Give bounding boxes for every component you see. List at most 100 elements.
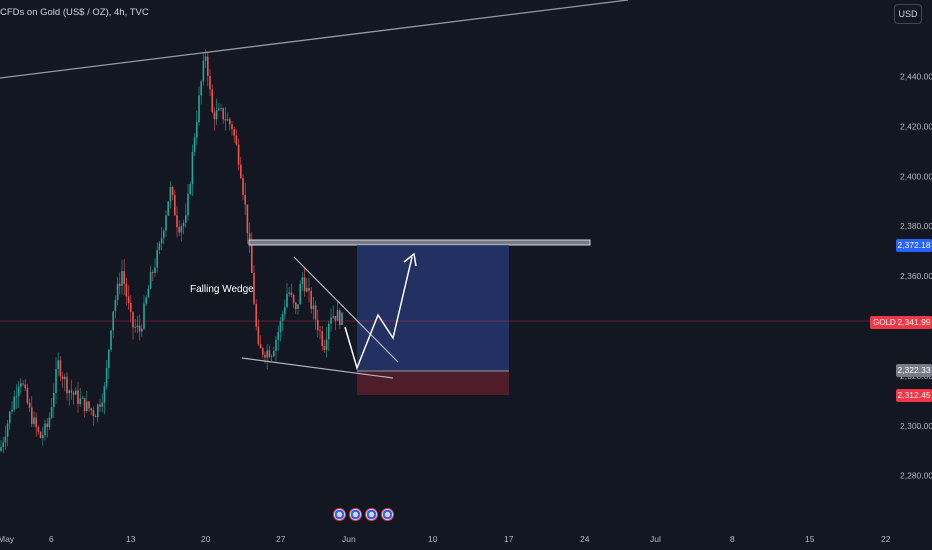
y-tick-label: 2,440.00	[900, 71, 932, 81]
candle-down	[72, 392, 75, 395]
x-tick-label: 22	[881, 534, 891, 544]
candle-down	[174, 194, 176, 216]
candle-up	[141, 328, 143, 332]
candle-down	[35, 417, 37, 428]
candle-down	[321, 331, 323, 347]
candle-up	[288, 292, 290, 294]
x-axis-ticks: May 6 13 20 27 Jun 10 17 24 Jul 8 15 22	[0, 534, 891, 544]
rising-trendline[interactable]	[0, 0, 629, 79]
candle-down	[125, 283, 128, 297]
us-flag-icon[interactable]	[381, 508, 394, 521]
x-tick-label: 27	[276, 534, 286, 544]
target-zone[interactable]	[357, 245, 509, 371]
candle-up	[196, 122, 198, 138]
candle-up	[198, 95, 200, 123]
candle-down	[213, 112, 216, 120]
candle-up	[279, 321, 282, 333]
candle-up	[79, 398, 81, 404]
us-flag-icon[interactable]	[333, 508, 346, 521]
candle-up	[108, 349, 110, 368]
candle-down	[308, 288, 310, 291]
candle-down	[88, 401, 90, 409]
falling-wedge-label[interactable]: Falling Wedge	[190, 284, 254, 295]
candle-up	[193, 137, 196, 152]
candle-down	[209, 75, 211, 90]
candle-up	[182, 222, 185, 227]
candle-down	[39, 431, 42, 439]
candle-down	[242, 177, 244, 195]
candle-up	[2, 442, 4, 448]
candle-down	[264, 354, 266, 358]
us-flag-icon[interactable]	[349, 508, 362, 521]
candle-down	[229, 119, 231, 125]
candle-up	[53, 393, 55, 408]
resistance-zone[interactable]	[248, 239, 591, 246]
candle-up	[220, 108, 222, 109]
x-tick-label: Jul	[650, 534, 661, 544]
candle-up	[15, 396, 18, 397]
candle-down	[290, 292, 293, 295]
economic-events[interactable]	[333, 508, 394, 521]
candle-up	[341, 312, 343, 325]
candle-down	[211, 89, 213, 113]
y-axis-ticks: 2,440.00 2,420.00 2,400.00 2,380.00 2,360.00…	[900, 71, 932, 480]
candle-up	[55, 368, 57, 394]
candle-up	[336, 310, 339, 321]
candle-up	[17, 386, 20, 397]
candle-down	[99, 404, 101, 407]
candles-series	[0, 49, 343, 454]
candle-up	[156, 249, 158, 268]
candle-down	[130, 303, 132, 313]
candle-down	[94, 415, 97, 418]
candle-up	[204, 56, 207, 61]
symbol-tag: GOLD	[870, 316, 899, 329]
projection-arrowhead	[403, 252, 417, 267]
candle-up	[218, 108, 220, 111]
candle-up	[149, 272, 152, 289]
currency-button[interactable]: USD	[894, 4, 922, 24]
candle-down	[310, 290, 312, 309]
y-tick-label: 2,400.00	[900, 171, 932, 181]
candle-down	[22, 383, 24, 385]
projection-path[interactable]	[344, 256, 413, 371]
candle-up	[306, 288, 308, 292]
x-tick-label: 24	[580, 534, 590, 544]
last-price-label: 2,341.99	[896, 316, 932, 329]
candle-down	[303, 277, 306, 292]
candle-down	[171, 186, 174, 195]
x-tick-label: 20	[201, 534, 211, 544]
candle-up	[277, 332, 279, 340]
y-tick-label: 2,380.00	[900, 221, 932, 231]
candle-down	[240, 164, 242, 178]
candle-down	[152, 272, 154, 273]
candle-up	[286, 293, 288, 308]
candle-down	[248, 233, 251, 244]
candle-up	[147, 288, 150, 298]
wedge-upper-line[interactable]	[293, 256, 399, 363]
us-flag-icon[interactable]	[365, 508, 378, 521]
stop-zone[interactable]	[357, 371, 509, 395]
candle-up	[42, 435, 44, 439]
candle-down	[257, 326, 260, 345]
x-tick-label: 6	[49, 534, 54, 544]
wedge-lower-line[interactable]	[241, 357, 394, 379]
candle-up	[301, 277, 304, 284]
chart-title: CFDs on Gold (US$ / OZ), 4h, TVC	[0, 7, 149, 18]
candle-up	[266, 350, 268, 358]
candle-down	[319, 330, 321, 332]
candle-up	[75, 390, 77, 395]
candle-up	[273, 351, 275, 357]
candle-up	[114, 299, 117, 312]
candle-down	[26, 388, 29, 403]
candle-up	[136, 325, 139, 328]
candle-down	[237, 144, 240, 165]
candle-up	[57, 360, 59, 369]
candle-up	[281, 314, 284, 322]
candle-down	[339, 310, 341, 325]
candle-down	[24, 384, 26, 389]
candle-down	[127, 296, 130, 304]
candle-down	[255, 303, 257, 327]
candle-down	[70, 390, 73, 393]
candle-down	[314, 305, 317, 320]
